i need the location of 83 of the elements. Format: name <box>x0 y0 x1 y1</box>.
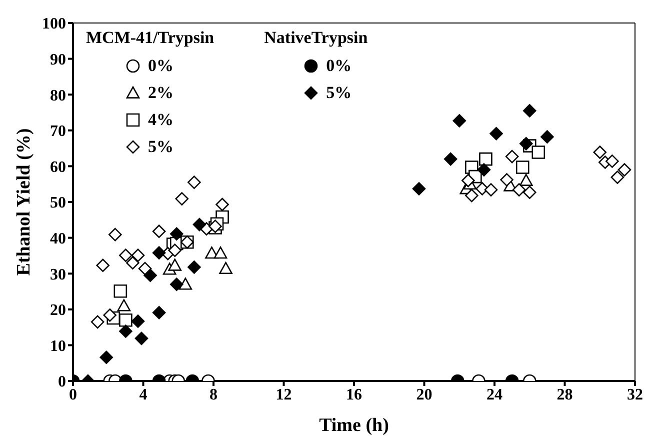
point <box>114 284 128 298</box>
point <box>192 218 206 232</box>
y-tick-label: 70 <box>50 123 66 140</box>
point <box>484 183 498 196</box>
point <box>90 315 104 329</box>
point <box>152 224 166 238</box>
x-tick-label: 8 <box>210 386 218 404</box>
point <box>144 268 157 282</box>
legend-label: 0% <box>326 56 352 76</box>
point <box>477 163 491 176</box>
point <box>618 163 632 176</box>
point <box>117 299 131 312</box>
point <box>108 228 122 242</box>
point <box>444 152 458 166</box>
y-tick-label: 80 <box>50 87 66 104</box>
point <box>214 246 228 259</box>
point <box>188 260 201 274</box>
point <box>532 146 546 159</box>
legend-label: 0% <box>148 56 174 76</box>
y-tick-label: 60 <box>50 158 66 176</box>
point <box>119 248 132 262</box>
legend-label: 2% <box>148 82 174 102</box>
point <box>170 227 184 241</box>
legend-label: 4% <box>148 110 174 130</box>
x-tick-label: 16 <box>346 386 362 404</box>
point <box>479 152 492 166</box>
point <box>512 183 526 196</box>
point <box>216 198 229 212</box>
legend-label: 5% <box>148 136 174 156</box>
point <box>522 186 536 199</box>
point <box>168 244 182 257</box>
x-tick-label: 12 <box>276 386 292 404</box>
y-tick-label: 20 <box>50 302 66 320</box>
y-tick-label: 50 <box>50 194 66 212</box>
x-tick-label: 4 <box>139 386 148 404</box>
point <box>540 130 554 144</box>
point <box>606 154 619 168</box>
point <box>175 192 189 206</box>
x-tick-label: 0 <box>69 386 77 404</box>
y-tick-label: 100 <box>42 16 66 33</box>
point <box>465 188 478 202</box>
point <box>500 173 514 186</box>
point <box>152 306 166 320</box>
point <box>119 313 132 327</box>
point <box>188 176 201 189</box>
point <box>519 136 533 150</box>
x-axis-title: Time (h) <box>319 415 389 436</box>
point <box>170 278 184 291</box>
x-tick-label: 24 <box>486 386 502 404</box>
point <box>452 114 466 128</box>
annotation: MCM-41/Trypsin <box>86 28 214 48</box>
annotation: NativeTrypsin <box>264 28 368 48</box>
point <box>490 126 503 140</box>
point <box>103 308 117 322</box>
point <box>131 248 145 262</box>
x-tick-label: 32 <box>627 386 643 404</box>
point <box>610 170 624 184</box>
point <box>219 262 232 274</box>
point <box>134 332 148 346</box>
point <box>178 278 192 290</box>
y-tick-label: 90 <box>50 51 66 68</box>
point <box>516 160 530 174</box>
point <box>519 174 533 186</box>
point <box>412 182 426 196</box>
y-tick-label: 40 <box>50 230 66 248</box>
point <box>152 246 166 260</box>
point <box>168 258 182 271</box>
x-tick-label: 28 <box>556 386 573 404</box>
point <box>119 324 132 338</box>
y-tick-label: 30 <box>50 266 66 284</box>
legend-label: 5% <box>326 82 352 102</box>
y-tick-label: 10 <box>50 338 66 355</box>
y-axis-title: Ethanol Yield (%) <box>14 128 34 276</box>
point <box>593 146 607 159</box>
x-tick-label: 20 <box>416 386 432 404</box>
point <box>100 350 114 364</box>
y-tick-label: 0 <box>58 374 66 391</box>
point <box>96 258 110 272</box>
point <box>462 174 475 188</box>
point <box>522 104 536 118</box>
point <box>131 314 145 328</box>
point <box>505 150 519 164</box>
point <box>126 256 140 270</box>
